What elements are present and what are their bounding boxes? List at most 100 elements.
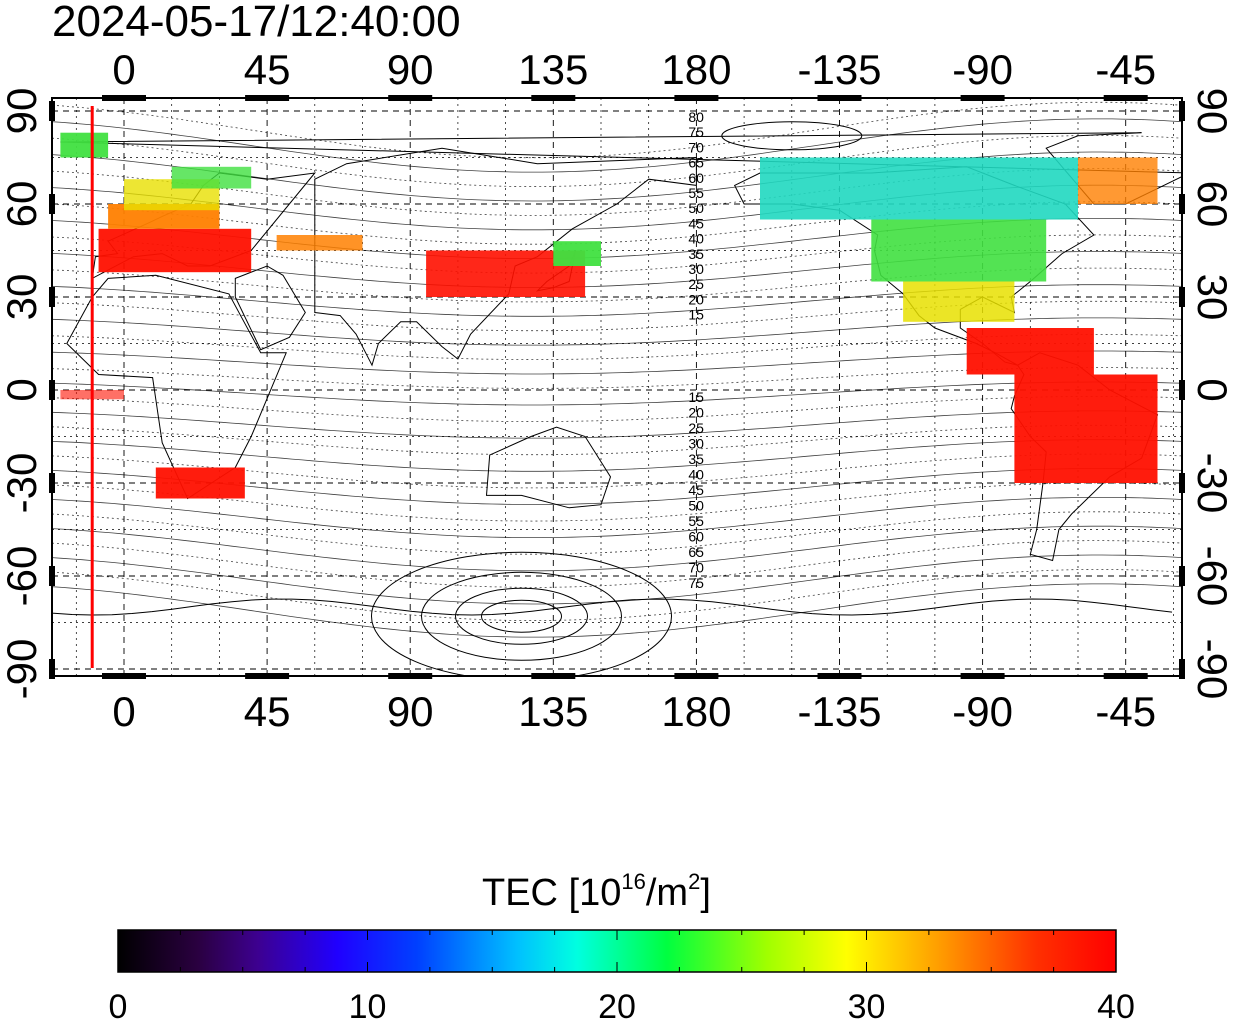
contour-label: 30 [688, 261, 704, 277]
frame-tick [817, 673, 862, 679]
right-latitude-labels: 90 60 30 0 -30 -60 -90 [1189, 88, 1235, 700]
longitude-tick-label-bottom: 135 [518, 688, 588, 735]
latitude-tick-label-left: 0 [0, 378, 45, 401]
contour-label: 65 [688, 155, 704, 171]
tec-patch [276, 235, 363, 251]
frame-tick [960, 95, 1005, 101]
longitude-tick-label-top: 90 [387, 46, 434, 93]
mlat-contour [52, 482, 1182, 522]
longitude-tick-label-bottom: 0 [112, 688, 135, 735]
timestamp-title: 2024-05-17/12:40:00 [52, 0, 461, 46]
tec-patch [553, 241, 601, 266]
bottom-longitude-labels: 0 45 90 135 180 -135 -90 -45 [112, 688, 1156, 735]
coastline [66, 274, 287, 500]
frame-tick [1179, 566, 1185, 586]
top-longitude-labels: 0 45 90 135 180 -135 -90 -45 [112, 46, 1156, 93]
contour-label: 35 [688, 246, 704, 262]
tec-patch [1078, 157, 1158, 204]
longitude-tick-label-top: 135 [518, 46, 588, 93]
frame-tick [1179, 473, 1185, 493]
frame-tick [49, 380, 55, 400]
frame-tick [102, 673, 146, 679]
contour-label: 75 [688, 575, 704, 591]
contour-label: 55 [688, 513, 704, 529]
mlat-contour [52, 267, 1182, 303]
contour-label: 15 [688, 389, 704, 405]
longitude-tick-label-bottom: 45 [244, 688, 291, 735]
contour-label: 35 [688, 451, 704, 467]
mlat-contour [52, 234, 1182, 274]
frame-tick [388, 673, 433, 679]
mlat-contour [52, 540, 1182, 588]
contour-label: 20 [688, 291, 704, 307]
latitude-tick-label-left: 90 [0, 88, 45, 135]
contour-labels: 8075706560555045403530252015152025303540… [688, 109, 704, 591]
left-latitude-labels: 90 60 30 0 -30 -60 -90 [0, 88, 45, 700]
contour-label: 45 [688, 215, 704, 231]
mlat-contour [52, 118, 1182, 173]
mlat-contour-pole [721, 121, 863, 151]
contour-label: 30 [688, 436, 704, 452]
coastline [485, 426, 612, 509]
colorbar-tick-label: 40 [1097, 988, 1135, 1021]
tec-patch [60, 132, 109, 158]
contour-label: 50 [688, 498, 704, 514]
contour-label: 80 [688, 109, 704, 125]
latitude-tick-label-right: 60 [1189, 181, 1235, 228]
magnetic-latitude-contours [52, 101, 1182, 676]
mlat-contour [52, 334, 1182, 360]
colorbar-tick-label: 10 [349, 988, 387, 1021]
mlat-contour [52, 453, 1182, 489]
mlat-contour [52, 439, 1182, 472]
colorbar-ticks [117, 930, 1117, 972]
latitude-tick-label-right: -90 [1189, 639, 1235, 700]
mlat-contour-pole [481, 599, 562, 633]
frame-tick [49, 473, 55, 493]
contour-label: 40 [688, 467, 704, 483]
frame-tick [1179, 287, 1185, 307]
frame-tick [102, 95, 146, 101]
latitude-tick-label-left: -90 [0, 639, 45, 700]
contour-label: 45 [688, 482, 704, 498]
longitude-tick-label-bottom: 90 [387, 688, 434, 735]
longitude-tick-label-bottom: -45 [1095, 688, 1156, 735]
mlat-contour [52, 367, 1182, 389]
longitude-tick-label-top: 0 [112, 46, 135, 93]
contour-label: 50 [688, 200, 704, 216]
latitude-tick-label-left: -30 [0, 453, 45, 514]
frame-tick [531, 95, 576, 101]
tec-patch [155, 467, 245, 499]
frame-tick [49, 659, 55, 679]
longitude-tick-label-bottom: 180 [661, 688, 731, 735]
coastline-antarctica [52, 598, 1173, 616]
coastline [234, 265, 306, 351]
contour-label: 55 [688, 185, 704, 201]
mlat-contour-pole [455, 587, 588, 645]
mlat-contour [52, 410, 1182, 439]
frame-tick [49, 101, 55, 121]
frame-tick [49, 566, 55, 586]
map-content: 8075706560555045403530252015152025303540… [52, 98, 1182, 676]
latitude-tick-label-right: 0 [1189, 378, 1235, 401]
mlat-contour [52, 525, 1182, 572]
frame-ticks [49, 95, 1185, 679]
frame-tick [531, 673, 576, 679]
mlat-contour-pole [421, 571, 622, 661]
tec-patch [98, 228, 252, 273]
colorbar-tick-label: 0 [109, 988, 128, 1021]
frame-tick [49, 194, 55, 214]
latitude-tick-label-right: 30 [1189, 274, 1235, 321]
mlat-contour [52, 396, 1182, 422]
colorbar-tick-label: 20 [598, 988, 636, 1021]
longitude-tick-label-top: 45 [244, 46, 291, 93]
tec-patch [1014, 374, 1158, 483]
colorbar-tick-labels: 0 10 20 30 40 [109, 988, 1135, 1026]
contour-label: 25 [688, 276, 704, 292]
longitude-tick-label-top: -135 [797, 46, 881, 93]
frame-tick [388, 95, 433, 101]
longitude-tick-label-bottom: -135 [797, 688, 881, 735]
latitude-tick-label-left: -60 [0, 546, 45, 607]
mlat-contour [52, 583, 1182, 638]
